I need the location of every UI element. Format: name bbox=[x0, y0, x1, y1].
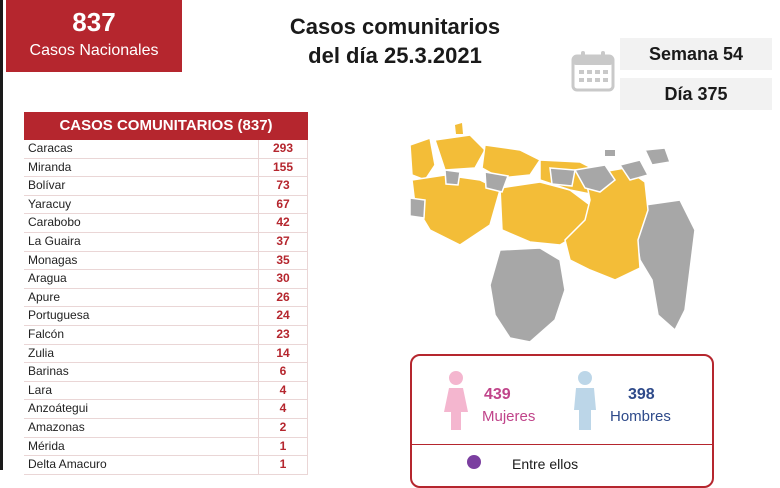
national-cases-badge: 837 Casos Nacionales bbox=[6, 0, 182, 72]
state-count: 42 bbox=[258, 214, 308, 232]
man-icon bbox=[574, 371, 596, 430]
state-count: 1 bbox=[258, 456, 308, 474]
national-cases-label: Casos Nacionales bbox=[29, 42, 159, 59]
table-row: Aragua 30 bbox=[24, 270, 308, 289]
state-name: Yaracuy bbox=[28, 196, 72, 211]
state-name: Carabobo bbox=[28, 215, 81, 230]
calendar-icon bbox=[571, 51, 615, 92]
state-count: 1 bbox=[258, 437, 308, 456]
table-row: Portuguesa 24 bbox=[24, 307, 308, 326]
state-name: Delta Amacuro bbox=[28, 457, 107, 472]
state-count: 155 bbox=[258, 158, 308, 177]
table-row: Carabobo 42 bbox=[24, 214, 308, 233]
state-name: Falcón bbox=[28, 326, 65, 341]
table-row: Zulia 14 bbox=[24, 344, 308, 364]
title-line-2: del día 25.3.2021 bbox=[308, 43, 482, 68]
state-name: Miranda bbox=[28, 159, 72, 174]
table-row: Lara 4 bbox=[24, 381, 308, 401]
table-row: Anzoátegui 4 bbox=[24, 400, 308, 419]
table-row: Bolívar 73 bbox=[24, 177, 308, 196]
state-name: Caracas bbox=[28, 141, 73, 155]
state-name: Amazonas bbox=[28, 419, 85, 434]
women-count: 439 bbox=[484, 386, 511, 403]
table-row: Amazonas 2 bbox=[24, 418, 308, 438]
state-count: 35 bbox=[258, 251, 308, 270]
state-count: 6 bbox=[258, 363, 308, 381]
cases-table: CASOS COMUNITARIOS (837) Caracas 293 Miran… bbox=[24, 112, 308, 475]
state-name: Anzoátegui bbox=[28, 401, 89, 416]
state-count: 14 bbox=[258, 344, 308, 363]
state-name: Barinas bbox=[28, 364, 69, 379]
table-row: Delta Amacuro 1 bbox=[24, 456, 308, 475]
table-header: CASOS COMUNITARIOS (837) bbox=[24, 112, 308, 140]
state-count: 67 bbox=[258, 195, 308, 214]
woman-icon bbox=[444, 371, 468, 430]
state-count: 2 bbox=[258, 418, 308, 437]
state-count: 293 bbox=[258, 140, 308, 158]
state-count: 24 bbox=[258, 307, 308, 325]
table-row: Monagas 35 bbox=[24, 251, 308, 271]
state-count: 26 bbox=[258, 288, 308, 307]
national-cases-count: 837 bbox=[72, 7, 116, 37]
men-count: 398 bbox=[628, 386, 655, 403]
day-box: Día 375 bbox=[620, 78, 772, 110]
state-name: Bolívar bbox=[28, 178, 66, 193]
table-row: Mérida 1 bbox=[24, 437, 308, 457]
among-them-label: Entre ellos bbox=[512, 456, 579, 472]
state-name: La Guaira bbox=[28, 233, 81, 248]
state-name: Aragua bbox=[28, 271, 67, 286]
state-name: Apure bbox=[28, 289, 61, 304]
men-label: Hombres bbox=[610, 408, 671, 425]
state-name: Portuguesa bbox=[28, 308, 90, 323]
title-line-1: Casos comunitarios bbox=[289, 14, 501, 39]
venezuela-map bbox=[409, 123, 696, 343]
left-edge-rule bbox=[0, 0, 3, 470]
state-count: 30 bbox=[258, 270, 308, 288]
state-count: 73 bbox=[258, 177, 308, 195]
state-name: Monagas bbox=[28, 252, 78, 267]
week-box: Semana 54 bbox=[620, 38, 772, 70]
person-icon bbox=[467, 455, 481, 469]
state-count: 4 bbox=[258, 400, 308, 418]
table-row: Yaracuy 67 bbox=[24, 195, 308, 215]
gender-divider bbox=[412, 444, 712, 445]
state-count: 37 bbox=[258, 232, 308, 251]
table-row: La Guaira 37 bbox=[24, 232, 308, 252]
table-row: Miranda 155 bbox=[24, 158, 308, 178]
state-count: 23 bbox=[258, 325, 308, 344]
state-name: Mérida bbox=[28, 438, 65, 453]
state-name: Lara bbox=[28, 382, 53, 397]
table-row: Apure 26 bbox=[24, 288, 308, 308]
women-label: Mujeres bbox=[482, 408, 536, 425]
table-row: Falcón 23 bbox=[24, 325, 308, 345]
page-title: Casos comunitarios del día 25.3.2021 bbox=[250, 12, 540, 70]
gender-breakdown-box: 439 Mujeres 398 Hombres Entre ellos bbox=[410, 354, 714, 488]
table-row: Barinas 6 bbox=[24, 363, 308, 382]
state-count: 4 bbox=[258, 381, 308, 400]
table-body: Caracas 293 Miranda 155 Bolívar 73 Yaracuy 67 Ca… bbox=[24, 140, 308, 475]
state-name: Zulia bbox=[28, 345, 55, 360]
table-row: Caracas 293 bbox=[24, 140, 308, 159]
